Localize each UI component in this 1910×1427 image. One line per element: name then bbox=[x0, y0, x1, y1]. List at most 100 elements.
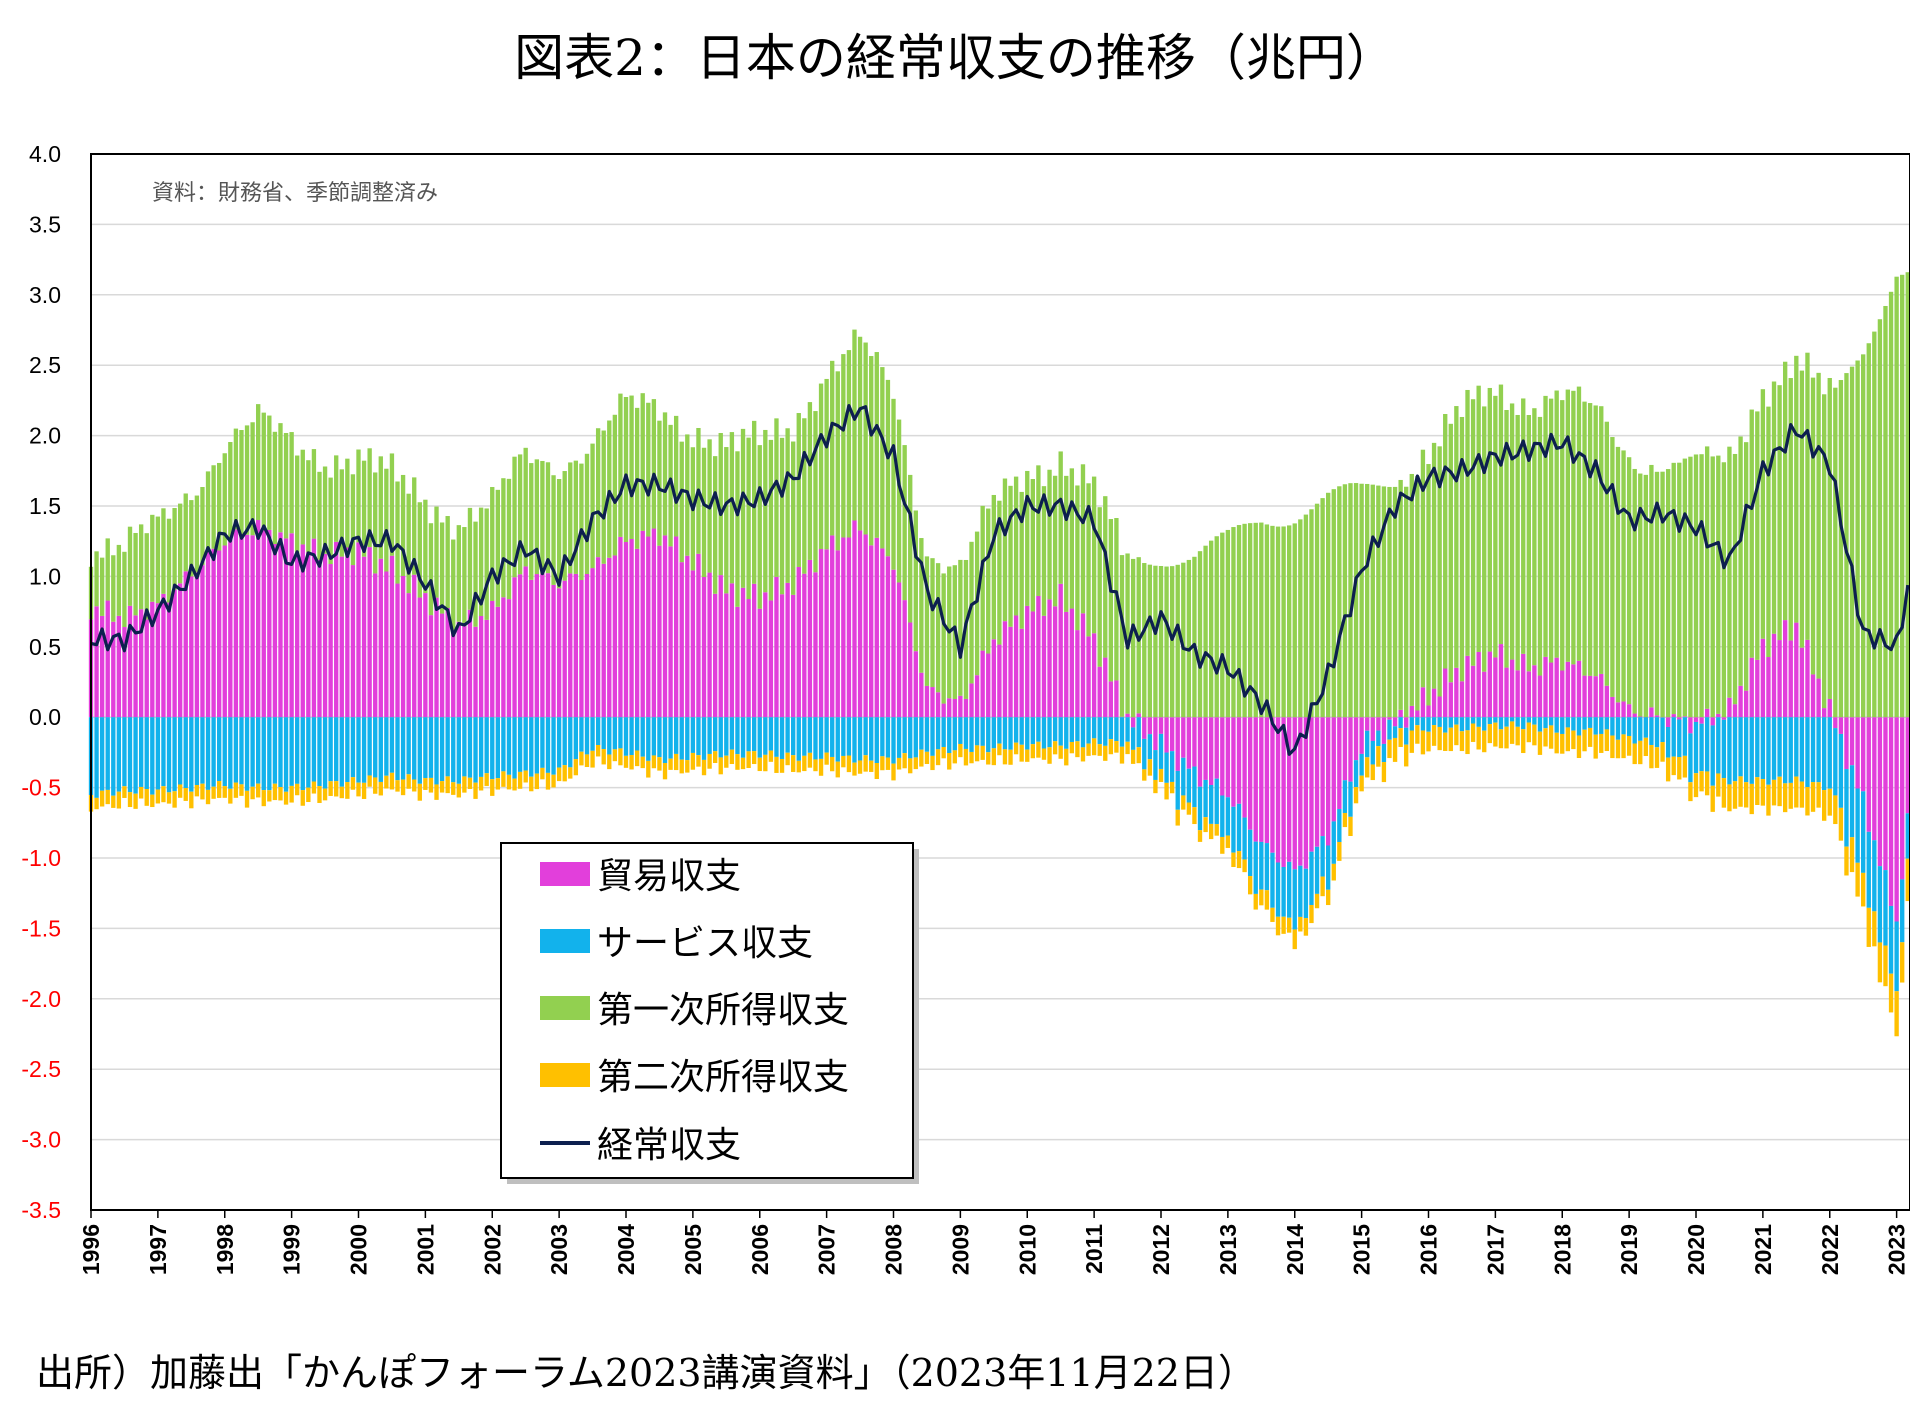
source-note: 出所）加藤出「かんぽフォーラム2023講演資料」（2023年11月22日） bbox=[36, 1351, 1256, 1395]
bar-secondary-income bbox=[1415, 725, 1420, 744]
bar-trade bbox=[662, 535, 668, 718]
bar-secondary-income bbox=[423, 778, 428, 790]
bar-secondary-income bbox=[111, 795, 116, 808]
bar-trade bbox=[1348, 717, 1353, 782]
bar-services bbox=[757, 717, 762, 758]
bar-primary-income bbox=[1532, 408, 1537, 666]
bar-services bbox=[1287, 861, 1292, 918]
bar-secondary-income bbox=[1448, 727, 1453, 752]
bar-trade bbox=[1521, 653, 1526, 718]
bar-primary-income bbox=[1470, 399, 1476, 666]
bar-trade bbox=[1270, 717, 1275, 853]
bar-trade bbox=[1314, 717, 1320, 847]
bar-primary-income bbox=[1281, 526, 1286, 718]
legend-label-trade: 貿易収支 bbox=[597, 856, 741, 897]
bar-trade bbox=[177, 583, 183, 718]
bar-primary-income bbox=[1097, 507, 1102, 667]
bar-trade bbox=[724, 593, 729, 718]
bar-primary-income bbox=[512, 456, 517, 578]
bar-trade bbox=[495, 606, 500, 718]
bar-primary-income bbox=[501, 478, 506, 598]
bar-services bbox=[1197, 786, 1203, 831]
bar-trade bbox=[1353, 717, 1359, 761]
bar-trade bbox=[1844, 717, 1849, 770]
bar-trade bbox=[930, 687, 935, 718]
bar-primary-income bbox=[1732, 453, 1738, 705]
bar-services bbox=[1576, 717, 1582, 736]
bar-trade bbox=[1019, 628, 1024, 718]
bar-services bbox=[646, 717, 651, 761]
bar-primary-income bbox=[1342, 484, 1348, 718]
bar-services bbox=[891, 717, 896, 764]
bar-primary-income bbox=[556, 479, 562, 589]
bar-trade bbox=[1454, 667, 1459, 718]
bar-services bbox=[1543, 717, 1548, 729]
bar-secondary-income bbox=[830, 756, 835, 772]
bar-primary-income bbox=[1827, 378, 1832, 699]
bar-trade bbox=[830, 535, 835, 718]
y-tick-label: -2.5 bbox=[21, 1056, 61, 1082]
bar-services bbox=[451, 717, 456, 783]
bar-secondary-income bbox=[1654, 747, 1660, 768]
bar-secondary-income bbox=[1849, 837, 1855, 873]
bar-primary-income bbox=[1576, 386, 1582, 661]
bar-primary-income bbox=[127, 526, 133, 606]
bar-primary-income bbox=[1905, 272, 1910, 718]
bar-primary-income bbox=[155, 516, 161, 604]
bar-primary-income bbox=[673, 415, 679, 537]
bar-secondary-income bbox=[634, 750, 640, 767]
bar-services bbox=[217, 717, 222, 782]
bar-trade bbox=[1136, 713, 1141, 718]
bar-primary-income bbox=[1253, 522, 1258, 718]
bar-secondary-income bbox=[668, 758, 673, 770]
bar-primary-income bbox=[595, 428, 601, 558]
bar-secondary-income bbox=[869, 760, 874, 772]
bar-services bbox=[1677, 719, 1682, 758]
bar-services bbox=[1298, 865, 1303, 917]
bar-services bbox=[1052, 717, 1058, 742]
bar-trade bbox=[651, 528, 657, 718]
bar-services bbox=[1264, 843, 1270, 891]
bar-services bbox=[1309, 851, 1314, 905]
bar-trade bbox=[1838, 717, 1844, 734]
bar-secondary-income bbox=[1738, 776, 1743, 807]
bar-trade bbox=[1866, 717, 1871, 832]
bar-services bbox=[361, 717, 367, 783]
y-tick-label: -3.5 bbox=[21, 1197, 61, 1223]
bar-trade bbox=[122, 627, 127, 718]
bar-services bbox=[668, 717, 673, 759]
bar-services bbox=[707, 717, 712, 754]
x-tick-label: 2015 bbox=[1349, 1224, 1375, 1275]
bar-primary-income bbox=[1130, 558, 1136, 718]
bar-services bbox=[779, 717, 785, 759]
bar-trade bbox=[1326, 717, 1331, 846]
bar-primary-income bbox=[295, 455, 300, 554]
bar-secondary-income bbox=[99, 790, 105, 807]
bar-secondary-income bbox=[1632, 743, 1637, 765]
bar-secondary-income bbox=[1827, 788, 1832, 816]
bar-secondary-income bbox=[930, 755, 935, 771]
bar-secondary-income bbox=[1782, 783, 1788, 813]
bar-secondary-income bbox=[1799, 781, 1805, 808]
bar-secondary-income bbox=[177, 784, 183, 798]
bar-trade bbox=[1041, 615, 1047, 718]
bar-primary-income bbox=[1220, 532, 1225, 718]
x-tick-label: 2009 bbox=[947, 1224, 973, 1275]
bar-trade bbox=[1431, 688, 1437, 718]
bar-secondary-income bbox=[1788, 782, 1793, 809]
bar-services bbox=[250, 717, 255, 787]
bar-secondary-income bbox=[189, 791, 194, 809]
bar-services bbox=[334, 717, 339, 782]
bar-secondary-income bbox=[1208, 823, 1214, 840]
bar-secondary-income bbox=[746, 751, 751, 768]
bar-secondary-income bbox=[1766, 784, 1771, 816]
bar-primary-income bbox=[1002, 478, 1008, 622]
bar-secondary-income bbox=[1287, 917, 1292, 933]
bar-primary-income bbox=[1214, 536, 1219, 718]
bar-trade bbox=[997, 644, 1002, 718]
bar-secondary-income bbox=[1454, 724, 1459, 746]
bar-trade bbox=[768, 600, 774, 718]
bar-primary-income bbox=[1665, 469, 1671, 718]
bar-trade bbox=[807, 559, 813, 718]
bar-trade bbox=[222, 545, 227, 718]
